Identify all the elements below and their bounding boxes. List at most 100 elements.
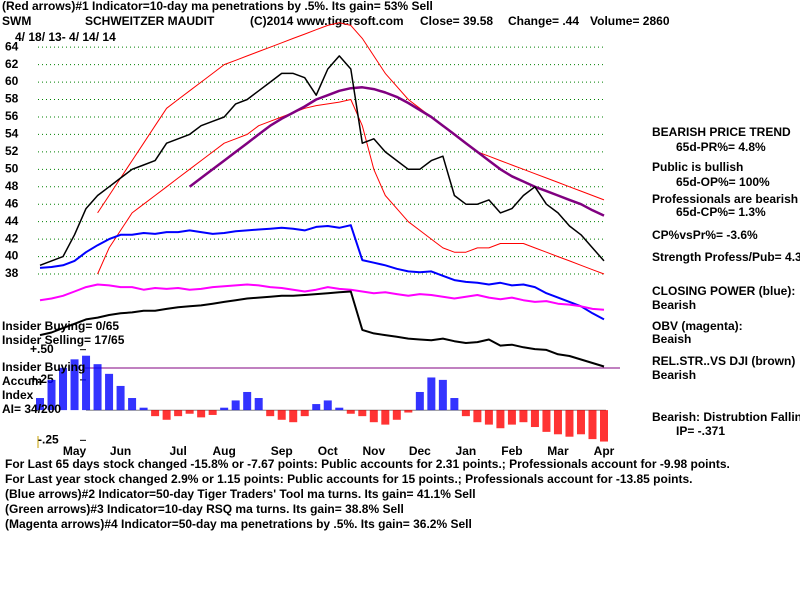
bar bbox=[565, 410, 574, 437]
y-tick-label: 58 bbox=[5, 92, 19, 106]
y-tick-label: 56 bbox=[5, 109, 19, 123]
series-line bbox=[97, 22, 605, 214]
annotation: CLOSING POWER (blue): bbox=[652, 284, 795, 298]
footer-line: For Last 65 days stock changed -15.8% or… bbox=[5, 457, 730, 471]
x-tick-label: Jul bbox=[169, 444, 186, 458]
y-tick-label: +.50 bbox=[30, 342, 54, 356]
bar bbox=[530, 410, 539, 428]
bar bbox=[358, 410, 367, 417]
bar bbox=[312, 404, 321, 411]
x-tick-label: Oct bbox=[318, 444, 338, 458]
series-line bbox=[39, 224, 605, 321]
header-field: Change= .44 bbox=[508, 14, 579, 28]
y-tick-label: 64 bbox=[5, 39, 19, 53]
series-line bbox=[39, 283, 605, 311]
bar bbox=[82, 355, 91, 411]
bar bbox=[162, 410, 171, 420]
series-line bbox=[39, 290, 605, 368]
annotation: IP= -.371 bbox=[676, 424, 725, 438]
x-tick-label: Jun bbox=[110, 444, 131, 458]
bar bbox=[542, 410, 551, 432]
header-field: Close= 39.58 bbox=[420, 14, 493, 28]
bar bbox=[105, 373, 114, 411]
header-field: SCHWEITZER MAUDIT bbox=[85, 14, 215, 28]
annotation: Bearish bbox=[652, 368, 696, 382]
bar bbox=[346, 410, 355, 414]
header-field: Volume= 2860 bbox=[590, 14, 670, 28]
annotation: OBV (magenta): bbox=[652, 319, 743, 333]
bar bbox=[427, 377, 436, 411]
bar bbox=[47, 379, 56, 411]
x-tick-label: Mar bbox=[547, 444, 569, 458]
bar bbox=[588, 410, 597, 440]
bar bbox=[185, 410, 194, 414]
chart-title: (Red arrows)#1 Indicator=10-day ma penet… bbox=[2, 0, 433, 13]
x-tick-label: Feb bbox=[501, 444, 522, 458]
annotation: Beaish bbox=[652, 332, 691, 346]
annotation: Bearish: Distrubtion Falling bbox=[652, 410, 800, 424]
bar bbox=[369, 410, 378, 423]
bar bbox=[93, 364, 102, 411]
insider-note: Insider Buying= 0/65 bbox=[2, 319, 119, 333]
bar bbox=[335, 407, 344, 411]
x-tick-label: Jan bbox=[456, 444, 477, 458]
bar bbox=[553, 410, 562, 435]
bar bbox=[496, 410, 505, 429]
bar bbox=[266, 410, 275, 417]
bar bbox=[473, 410, 482, 423]
bar bbox=[151, 410, 160, 417]
bar bbox=[507, 410, 516, 425]
bar bbox=[600, 410, 608, 442]
bar bbox=[392, 410, 401, 420]
bar bbox=[208, 410, 217, 415]
footer-line: (Blue arrows)#2 Indicator=50-day Tiger T… bbox=[5, 487, 476, 501]
y-tick-label: 54 bbox=[5, 127, 19, 141]
bar bbox=[576, 410, 585, 435]
x-tick-label: Dec bbox=[409, 444, 431, 458]
bar bbox=[519, 410, 528, 423]
panel-label: Index bbox=[2, 388, 34, 402]
bar bbox=[323, 400, 332, 411]
bar bbox=[128, 398, 137, 411]
header-field: SWM bbox=[2, 14, 31, 28]
bar bbox=[404, 410, 413, 413]
bar bbox=[243, 391, 252, 411]
y-tick-label: 62 bbox=[5, 57, 19, 71]
x-tick-label: Nov bbox=[362, 444, 385, 458]
annotation: REL.STR..VS DJI (brown) bbox=[652, 354, 795, 368]
x-tick-label: Sep bbox=[271, 444, 293, 458]
bar bbox=[139, 407, 148, 411]
series-line bbox=[97, 99, 605, 275]
x-tick-label: Aug bbox=[212, 444, 235, 458]
bar bbox=[116, 385, 125, 411]
bar bbox=[415, 391, 424, 411]
y-tick-label: 42 bbox=[5, 231, 19, 245]
bar bbox=[36, 398, 44, 411]
annotation: Strength Profess/Pub= 4.3 bbox=[652, 250, 800, 264]
bar bbox=[70, 359, 79, 411]
y-tick-label: 46 bbox=[5, 196, 19, 210]
x-tick-label: Apr bbox=[594, 444, 615, 458]
insider-note: Insider Selling= 17/65 bbox=[2, 333, 125, 347]
y-tick-label: 38 bbox=[5, 266, 19, 280]
annotation: Public is bullish bbox=[652, 160, 743, 174]
annotation: Bearish bbox=[652, 298, 696, 312]
bar bbox=[174, 410, 183, 417]
header-field: (C)2014 www.tigersoft.com bbox=[250, 14, 404, 28]
bar bbox=[300, 410, 309, 417]
bar bbox=[254, 398, 263, 411]
bar bbox=[450, 398, 459, 411]
footer-line: For Last year stock changed 2.9% or 1.15… bbox=[5, 472, 693, 486]
bar bbox=[461, 410, 470, 417]
y-tick-label: 52 bbox=[5, 144, 19, 158]
bar bbox=[484, 410, 493, 425]
footer-line: (Green arrows)#3 Indicator=10-day RSQ ma… bbox=[5, 502, 404, 516]
y-tick-label: 48 bbox=[5, 179, 19, 193]
bar bbox=[220, 407, 229, 411]
annotation: 65d-PR%= 4.8% bbox=[676, 140, 766, 154]
bar bbox=[59, 367, 68, 411]
annotation: CP%vsPr%= -3.6% bbox=[652, 228, 758, 242]
y-tick-label: 50 bbox=[5, 161, 19, 175]
date-range: 4/ 18/ 13- 4/ 14/ 14 bbox=[15, 30, 116, 44]
